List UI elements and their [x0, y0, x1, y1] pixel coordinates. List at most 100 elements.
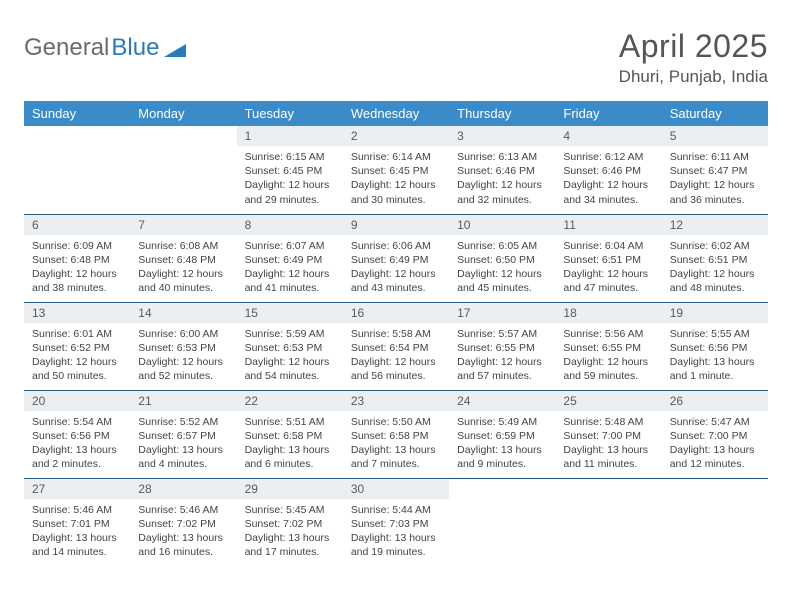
- day-line-sunrise: Sunrise: 5:44 AM: [351, 503, 441, 517]
- calendar-cell: ..: [662, 478, 768, 566]
- calendar-cell: 12Sunrise: 6:02 AMSunset: 6:51 PMDayligh…: [662, 214, 768, 302]
- day-body: Sunrise: 5:56 AMSunset: 6:55 PMDaylight:…: [555, 323, 661, 390]
- day-line-d1: Daylight: 12 hours: [32, 267, 122, 281]
- calendar-row: 20Sunrise: 5:54 AMSunset: 6:56 PMDayligh…: [24, 390, 768, 478]
- day-number: 3: [449, 126, 555, 146]
- day-line-d2: and 4 minutes.: [138, 457, 228, 471]
- day-number: 17: [449, 303, 555, 323]
- calendar-cell: 21Sunrise: 5:52 AMSunset: 6:57 PMDayligh…: [130, 390, 236, 478]
- day-line-d2: and 47 minutes.: [563, 281, 653, 295]
- day-line-d1: Daylight: 13 hours: [138, 531, 228, 545]
- day-line-sunset: Sunset: 6:46 PM: [563, 164, 653, 178]
- day-line-sunrise: Sunrise: 6:15 AM: [245, 150, 335, 164]
- day-line-d2: and 54 minutes.: [245, 369, 335, 383]
- day-line-sunrise: Sunrise: 6:14 AM: [351, 150, 441, 164]
- day-line-d1: Daylight: 13 hours: [351, 531, 441, 545]
- day-line-d1: Daylight: 12 hours: [457, 178, 547, 192]
- day-line-sunrise: Sunrise: 5:48 AM: [563, 415, 653, 429]
- day-line-sunrise: Sunrise: 5:46 AM: [138, 503, 228, 517]
- day-number: 16: [343, 303, 449, 323]
- day-line-d2: and 14 minutes.: [32, 545, 122, 559]
- day-number: 9: [343, 215, 449, 235]
- day-line-sunrise: Sunrise: 5:50 AM: [351, 415, 441, 429]
- weekday-header: Saturday: [662, 101, 768, 126]
- day-body: Sunrise: 6:06 AMSunset: 6:49 PMDaylight:…: [343, 235, 449, 302]
- day-line-sunset: Sunset: 6:56 PM: [670, 341, 760, 355]
- day-number: 26: [662, 391, 768, 411]
- calendar-cell: 19Sunrise: 5:55 AMSunset: 6:56 PMDayligh…: [662, 302, 768, 390]
- day-line-d1: Daylight: 13 hours: [138, 443, 228, 457]
- day-line-sunrise: Sunrise: 5:45 AM: [245, 503, 335, 517]
- calendar-row: 27Sunrise: 5:46 AMSunset: 7:01 PMDayligh…: [24, 478, 768, 566]
- calendar-cell: 25Sunrise: 5:48 AMSunset: 7:00 PMDayligh…: [555, 390, 661, 478]
- day-line-sunset: Sunset: 6:45 PM: [245, 164, 335, 178]
- calendar-cell: 30Sunrise: 5:44 AMSunset: 7:03 PMDayligh…: [343, 478, 449, 566]
- day-line-d2: and 9 minutes.: [457, 457, 547, 471]
- calendar-cell: 10Sunrise: 6:05 AMSunset: 6:50 PMDayligh…: [449, 214, 555, 302]
- day-line-d2: and 45 minutes.: [457, 281, 547, 295]
- day-number: 14: [130, 303, 236, 323]
- calendar-cell: 24Sunrise: 5:49 AMSunset: 6:59 PMDayligh…: [449, 390, 555, 478]
- day-line-d2: and 36 minutes.: [670, 193, 760, 207]
- day-line-sunrise: Sunrise: 6:13 AM: [457, 150, 547, 164]
- calendar-cell: 28Sunrise: 5:46 AMSunset: 7:02 PMDayligh…: [130, 478, 236, 566]
- day-number: 7: [130, 215, 236, 235]
- calendar-cell: ..: [24, 126, 130, 214]
- day-line-d1: Daylight: 13 hours: [245, 443, 335, 457]
- day-line-sunrise: Sunrise: 5:46 AM: [32, 503, 122, 517]
- day-number: 2: [343, 126, 449, 146]
- day-line-sunset: Sunset: 6:51 PM: [563, 253, 653, 267]
- logo: GeneralBlue: [24, 28, 186, 62]
- day-number: 13: [24, 303, 130, 323]
- day-line-sunset: Sunset: 6:51 PM: [670, 253, 760, 267]
- day-body: Sunrise: 6:08 AMSunset: 6:48 PMDaylight:…: [130, 235, 236, 302]
- calendar-cell: 29Sunrise: 5:45 AMSunset: 7:02 PMDayligh…: [237, 478, 343, 566]
- calendar-cell: 6Sunrise: 6:09 AMSunset: 6:48 PMDaylight…: [24, 214, 130, 302]
- day-line-d1: Daylight: 12 hours: [563, 267, 653, 281]
- day-body: Sunrise: 6:09 AMSunset: 6:48 PMDaylight:…: [24, 235, 130, 302]
- day-number: 25: [555, 391, 661, 411]
- day-line-d1: Daylight: 13 hours: [32, 443, 122, 457]
- day-line-sunrise: Sunrise: 5:56 AM: [563, 327, 653, 341]
- day-body: Sunrise: 6:11 AMSunset: 6:47 PMDaylight:…: [662, 146, 768, 213]
- calendar-cell: 15Sunrise: 5:59 AMSunset: 6:53 PMDayligh…: [237, 302, 343, 390]
- day-line-sunset: Sunset: 6:56 PM: [32, 429, 122, 443]
- day-line-sunset: Sunset: 6:47 PM: [670, 164, 760, 178]
- calendar-cell: 23Sunrise: 5:50 AMSunset: 6:58 PMDayligh…: [343, 390, 449, 478]
- day-number: 18: [555, 303, 661, 323]
- day-line-d2: and 43 minutes.: [351, 281, 441, 295]
- day-line-sunset: Sunset: 6:46 PM: [457, 164, 547, 178]
- day-body: Sunrise: 5:45 AMSunset: 7:02 PMDaylight:…: [237, 499, 343, 566]
- day-body: Sunrise: 5:57 AMSunset: 6:55 PMDaylight:…: [449, 323, 555, 390]
- calendar-cell: 2Sunrise: 6:14 AMSunset: 6:45 PMDaylight…: [343, 126, 449, 214]
- day-line-sunrise: Sunrise: 6:04 AM: [563, 239, 653, 253]
- day-line-sunrise: Sunrise: 5:55 AM: [670, 327, 760, 341]
- weekday-header: Monday: [130, 101, 236, 126]
- calendar-cell: 5Sunrise: 6:11 AMSunset: 6:47 PMDaylight…: [662, 126, 768, 214]
- day-line-d1: Daylight: 13 hours: [670, 443, 760, 457]
- calendar-cell: 18Sunrise: 5:56 AMSunset: 6:55 PMDayligh…: [555, 302, 661, 390]
- day-line-d2: and 19 minutes.: [351, 545, 441, 559]
- day-line-sunrise: Sunrise: 5:51 AM: [245, 415, 335, 429]
- day-line-sunrise: Sunrise: 6:06 AM: [351, 239, 441, 253]
- day-line-sunset: Sunset: 6:50 PM: [457, 253, 547, 267]
- day-line-sunset: Sunset: 6:48 PM: [138, 253, 228, 267]
- calendar-cell: 16Sunrise: 5:58 AMSunset: 6:54 PMDayligh…: [343, 302, 449, 390]
- day-number: 8: [237, 215, 343, 235]
- day-line-d1: Daylight: 12 hours: [245, 267, 335, 281]
- day-line-d1: Daylight: 13 hours: [351, 443, 441, 457]
- day-line-d2: and 30 minutes.: [351, 193, 441, 207]
- location: Dhuri, Punjab, India: [619, 67, 768, 87]
- calendar-cell: 17Sunrise: 5:57 AMSunset: 6:55 PMDayligh…: [449, 302, 555, 390]
- day-body: Sunrise: 5:46 AMSunset: 7:01 PMDaylight:…: [24, 499, 130, 566]
- logo-text-2: Blue: [111, 34, 159, 62]
- day-line-sunset: Sunset: 6:49 PM: [245, 253, 335, 267]
- day-body: Sunrise: 6:00 AMSunset: 6:53 PMDaylight:…: [130, 323, 236, 390]
- day-line-d1: Daylight: 13 hours: [563, 443, 653, 457]
- day-body: Sunrise: 6:07 AMSunset: 6:49 PMDaylight:…: [237, 235, 343, 302]
- calendar-cell: 7Sunrise: 6:08 AMSunset: 6:48 PMDaylight…: [130, 214, 236, 302]
- day-body: Sunrise: 6:02 AMSunset: 6:51 PMDaylight:…: [662, 235, 768, 302]
- logo-text-1: General: [24, 34, 109, 62]
- day-line-sunset: Sunset: 6:57 PM: [138, 429, 228, 443]
- day-body: Sunrise: 5:47 AMSunset: 7:00 PMDaylight:…: [662, 411, 768, 478]
